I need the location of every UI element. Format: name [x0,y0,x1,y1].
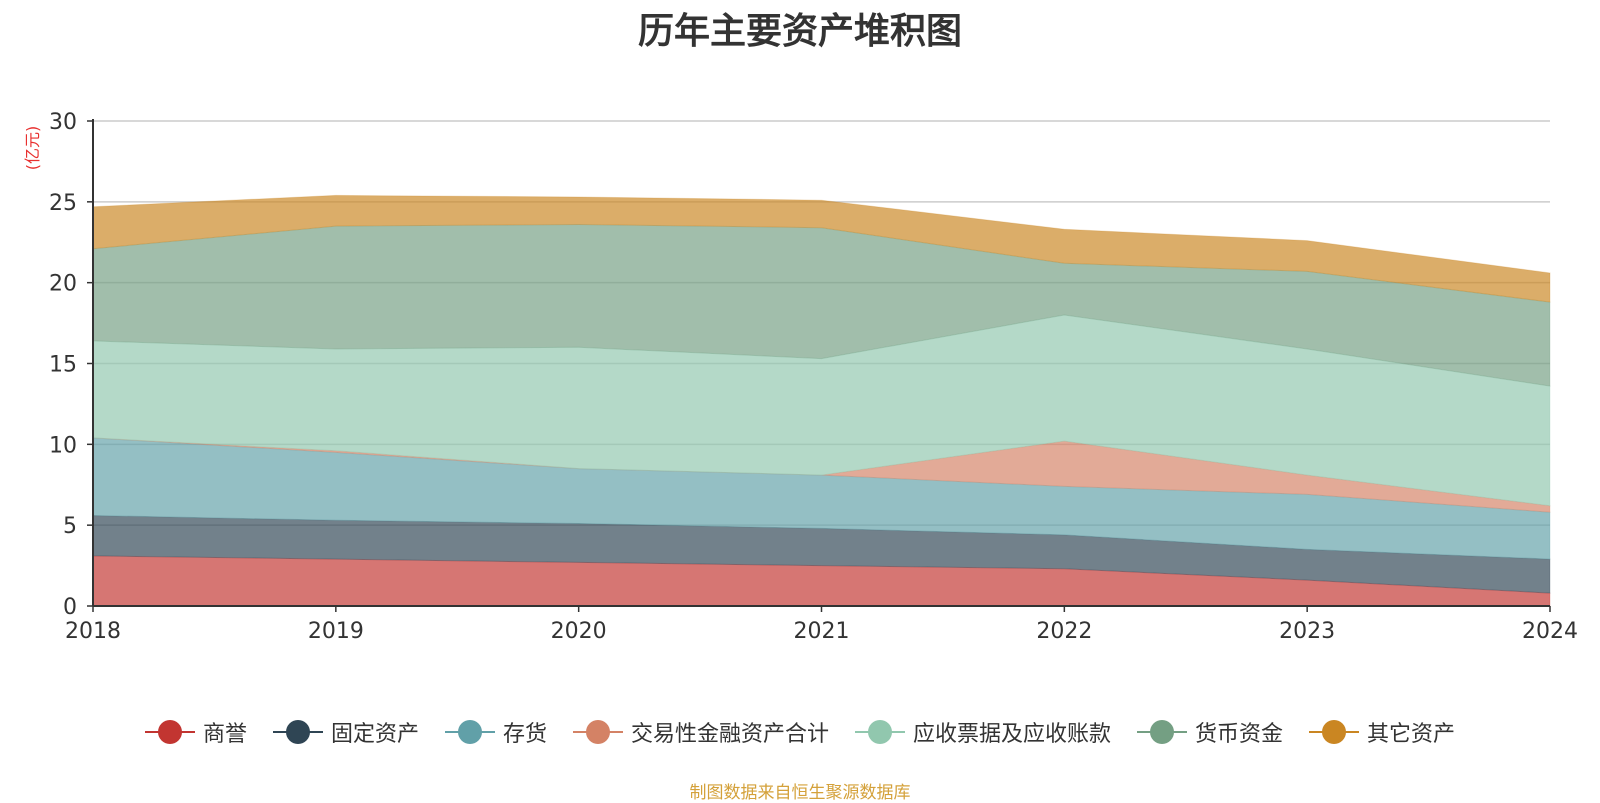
y-tick-label: 25 [49,191,77,216]
x-tick-label: 2018 [65,619,121,644]
x-tick-label: 2020 [551,619,607,644]
legend-item-6[interactable]: 货币资金 [1137,716,1283,748]
legend-item-5[interactable]: 应收票据及应收账款 [855,716,1111,748]
legend-label: 其它资产 [1367,722,1456,747]
legend-item-7[interactable]: 其它资产 [1309,716,1455,748]
legend-label: 货币资金 [1195,722,1284,747]
y-tick-label: 30 [49,110,77,135]
legend-marker-icon [1309,720,1360,744]
area-series-5 [92,314,1551,507]
y-tick-label: 10 [49,433,77,458]
legend-label: 商誉 [202,722,247,747]
legend-marker-icon [1137,720,1188,744]
legend-label: 固定资产 [330,722,419,747]
x-tick-label: 2021 [794,619,850,644]
chart-title: 历年主要资产堆积图 [637,11,962,52]
x-tick-label: 2023 [1279,619,1335,644]
y-axis-unit-label: (亿元) [23,126,42,171]
legend-marker-icon [572,720,623,744]
x-tick-label: 2024 [1522,619,1578,644]
legend-label: 交易性金融资产合计 [630,722,829,747]
y-tick-label: 5 [63,514,77,539]
legend-item-3[interactable]: 存货 [444,716,547,748]
legend-item-4[interactable]: 交易性金融资产合计 [572,716,829,748]
legend-item-1[interactable]: 商誉 [144,716,247,748]
legend-item-2[interactable]: 固定资产 [272,716,419,748]
source-note: 制图数据来自恒生聚源数据库 [689,783,911,803]
y-tick-label: 15 [49,353,77,378]
area-series-2 [92,514,1551,594]
legend-marker-icon [444,720,495,744]
x-tick-label: 2022 [1036,619,1092,644]
legend-marker-icon [272,720,323,744]
y-tick-label: 20 [49,272,77,297]
legend-label: 存货 [502,722,547,747]
legend-marker-icon [855,720,905,744]
y-tick-label: 0 [63,595,77,620]
area-series-7 [92,194,1551,303]
legend: 商誉 固定资产 存货 交易性金融资产合计 应收票据及应收账款 货币资金 其它资产 [0,716,1600,748]
x-tick-label: 2019 [308,619,364,644]
legend-label: 应收票据及应收账款 [913,722,1112,747]
legend-marker-icon [144,720,195,744]
